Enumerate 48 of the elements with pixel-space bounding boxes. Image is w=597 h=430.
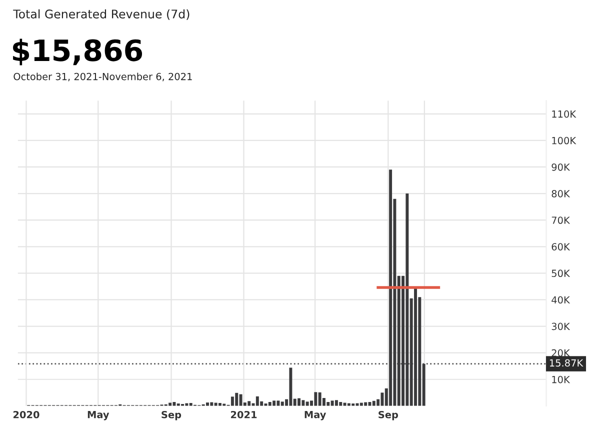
bar: [380, 392, 384, 406]
y-tick-label: 50K: [552, 270, 570, 278]
bar: [389, 170, 392, 406]
y-tick-label: 100K: [552, 136, 576, 144]
text: $15,866: [13, 38, 142, 66]
x-tick-label: May: [88, 411, 110, 420]
bar: [256, 396, 259, 406]
bar: [298, 398, 301, 406]
y-tick-label: 70K: [552, 216, 570, 224]
y-tick-label: 20K: [552, 349, 570, 357]
bar: [314, 392, 318, 406]
bar: [302, 400, 305, 406]
bar: [360, 402, 363, 406]
bar: [372, 400, 376, 406]
bar: [289, 368, 292, 406]
chart-subtitle: October 31, 2021-November 6, 2021: [14, 72, 192, 82]
ref-line-label: 15.87K: [550, 359, 584, 367]
bar: [306, 402, 309, 406]
bar: [168, 402, 172, 406]
bar: [280, 402, 284, 406]
bar: [276, 400, 280, 406]
bar: [318, 392, 322, 406]
chart-title: Total Generated Revenue (7d): [13, 9, 190, 20]
bar: [239, 394, 242, 406]
x-tick-label: Sep: [162, 410, 182, 420]
bar: [235, 392, 238, 406]
y-tick-label: 80K: [552, 190, 570, 198]
bar: [272, 400, 276, 406]
bar: [330, 400, 334, 406]
x-tick-label: May: [304, 411, 326, 420]
bar: [364, 402, 368, 406]
bar: [210, 402, 214, 406]
bar: [334, 400, 338, 406]
bar: [214, 402, 218, 406]
y-tick-label: 40K: [552, 296, 570, 304]
y-tick-label: 10K: [552, 376, 570, 384]
y-tick-label: 30K: [552, 322, 570, 330]
y-tick-label: 90K: [552, 163, 570, 171]
bar: [248, 401, 251, 406]
x-tick-label: 2020: [13, 410, 40, 418]
bar: [230, 396, 234, 406]
bar: [343, 402, 346, 406]
x-tick-label: Sep: [378, 410, 398, 420]
x-tick-label: 2021: [230, 410, 257, 418]
bar: [414, 288, 417, 406]
y-tick-label: 110K: [552, 110, 576, 118]
bar: [406, 194, 409, 406]
y-tick-label: 60K: [552, 243, 570, 250]
